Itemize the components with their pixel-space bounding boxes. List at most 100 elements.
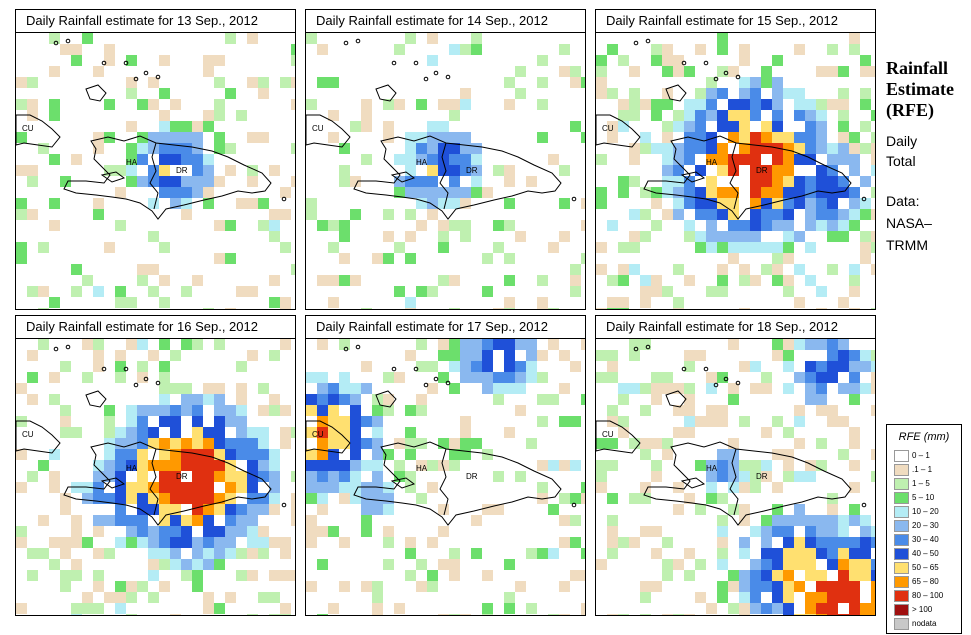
rain-cell bbox=[170, 504, 181, 515]
rain-cell bbox=[291, 264, 295, 275]
rain-cell bbox=[236, 471, 247, 482]
rain-cell bbox=[526, 603, 537, 614]
rain-cell bbox=[816, 581, 827, 592]
rain-cell bbox=[181, 460, 192, 471]
rain-cell bbox=[695, 231, 706, 242]
rain-cell bbox=[651, 383, 662, 394]
rain-cell bbox=[849, 165, 860, 176]
rain-cell bbox=[181, 526, 192, 537]
rain-cell bbox=[849, 198, 860, 209]
rain-cell bbox=[805, 383, 816, 394]
rain-cell bbox=[460, 132, 471, 143]
rain-cell bbox=[750, 526, 761, 537]
rain-cell bbox=[148, 427, 159, 438]
rain-cell bbox=[772, 504, 783, 515]
rain-cell bbox=[93, 548, 104, 559]
rain-cell bbox=[247, 570, 258, 581]
panel-title: Daily Rainfall estimate for 18 Sep., 201… bbox=[595, 315, 876, 339]
rain-cell bbox=[71, 427, 82, 438]
rain-cell bbox=[651, 198, 662, 209]
rain-cell bbox=[192, 482, 203, 493]
rain-cell bbox=[662, 132, 673, 143]
rain-cell bbox=[192, 405, 203, 416]
rain-cell bbox=[629, 242, 640, 253]
rain-cell bbox=[750, 198, 761, 209]
rain-cell bbox=[372, 493, 383, 504]
rain-cell bbox=[460, 165, 471, 176]
rain-cell bbox=[640, 449, 651, 460]
rain-cell bbox=[581, 198, 585, 209]
rain-cell bbox=[482, 187, 493, 198]
rain-cell bbox=[405, 449, 416, 460]
rain-cell bbox=[739, 515, 750, 526]
rain-cell bbox=[350, 449, 361, 460]
rain-cell bbox=[339, 143, 350, 154]
rain-cell bbox=[827, 165, 838, 176]
rain-cell bbox=[449, 339, 460, 350]
country-label-haiti: HA bbox=[416, 158, 428, 167]
rain-cell bbox=[537, 275, 548, 286]
rain-cell bbox=[607, 297, 618, 308]
rain-cell bbox=[328, 220, 339, 231]
rain-cell bbox=[449, 614, 460, 615]
rain-cell bbox=[49, 559, 60, 570]
rain-cell bbox=[383, 394, 394, 405]
rain-cell bbox=[291, 176, 295, 187]
rain-cell bbox=[236, 361, 247, 372]
rain-cell bbox=[93, 526, 104, 537]
rain-cell bbox=[159, 438, 170, 449]
rain-cell bbox=[717, 110, 728, 121]
rain-cell bbox=[247, 350, 258, 361]
rain-cell bbox=[137, 471, 148, 482]
rain-cell bbox=[214, 559, 225, 570]
rain-cell bbox=[82, 537, 93, 548]
rain-cell bbox=[350, 383, 361, 394]
rain-cell bbox=[317, 427, 328, 438]
rain-cell bbox=[137, 581, 148, 592]
rain-cell bbox=[640, 187, 651, 198]
rain-cell bbox=[827, 220, 838, 231]
rain-cell bbox=[306, 526, 317, 537]
rain-cell bbox=[93, 493, 104, 504]
rain-cell bbox=[537, 350, 548, 361]
rain-cell bbox=[640, 405, 651, 416]
rain-cell bbox=[750, 570, 761, 581]
rainfall-map: CU HA DR bbox=[595, 338, 876, 616]
rain-cell bbox=[783, 187, 794, 198]
rain-cell bbox=[93, 482, 104, 493]
rain-cell bbox=[214, 416, 225, 427]
rainfall-map: CU HA DR bbox=[305, 338, 586, 616]
rain-cell bbox=[805, 275, 816, 286]
rain-cell bbox=[838, 592, 849, 603]
rain-cell bbox=[280, 603, 291, 614]
rain-cell bbox=[860, 253, 871, 264]
rain-cell bbox=[805, 460, 816, 471]
rain-cell bbox=[203, 383, 214, 394]
rain-cell bbox=[339, 427, 350, 438]
rain-cell bbox=[695, 44, 706, 55]
rain-cell bbox=[82, 275, 93, 286]
rain-cell bbox=[280, 570, 291, 581]
rain-cell bbox=[159, 537, 170, 548]
rain-cell bbox=[159, 361, 170, 372]
rain-cell bbox=[871, 132, 875, 143]
rain-cell bbox=[794, 339, 805, 350]
rain-cell bbox=[27, 176, 38, 187]
rain-cell bbox=[350, 460, 361, 471]
rain-cell bbox=[93, 581, 104, 592]
rain-cell bbox=[838, 66, 849, 77]
rain-cell bbox=[761, 143, 772, 154]
rain-cell bbox=[607, 44, 618, 55]
rain-cell bbox=[515, 581, 526, 592]
rain-cell bbox=[383, 132, 394, 143]
rain-cell bbox=[192, 548, 203, 559]
rain-cell bbox=[214, 339, 225, 350]
rain-cell bbox=[60, 405, 71, 416]
rain-cell bbox=[247, 33, 258, 44]
rain-cell bbox=[405, 405, 416, 416]
rain-cell bbox=[247, 449, 258, 460]
rain-cell bbox=[394, 460, 405, 471]
rain-cell bbox=[104, 405, 115, 416]
rain-cell bbox=[159, 275, 170, 286]
rain-cell bbox=[750, 592, 761, 603]
